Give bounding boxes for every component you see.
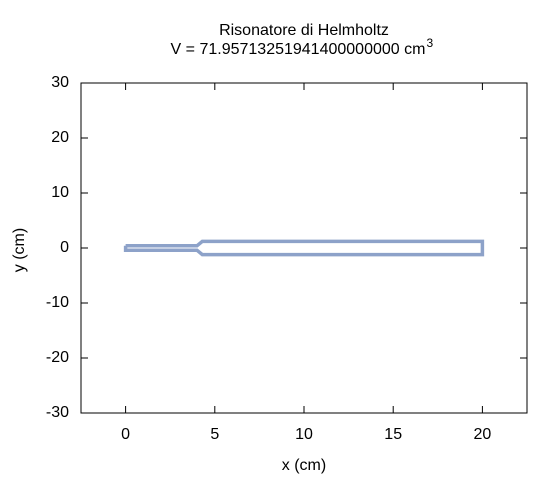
x-tick-label: 0	[121, 426, 130, 443]
data-line	[123, 239, 485, 257]
plot-frame	[80, 82, 528, 414]
y-tick-label: 20	[51, 129, 69, 146]
x-tick-label: 10	[295, 426, 313, 443]
chart-title: Risonatore di Helmholtz	[219, 22, 389, 39]
y-tick-label: 10	[51, 184, 69, 201]
y-axis-label: y (cm)	[11, 228, 28, 272]
x-tick-label: 20	[474, 426, 492, 443]
y-tick-label: -10	[46, 294, 69, 311]
x-axis-label: x (cm)	[282, 457, 326, 474]
x-tick-label: 5	[210, 426, 219, 443]
y-tick-label: -20	[46, 349, 69, 366]
y-tick-label: 0	[60, 239, 69, 256]
chart-subtitle: V = 71.95713251941400000000 cm	[171, 41, 426, 58]
y-tick-label: -30	[46, 404, 69, 421]
y-tick-label: 30	[51, 74, 69, 91]
x-tick-label: 15	[384, 426, 402, 443]
subtitle-superscript: 3	[426, 36, 433, 50]
